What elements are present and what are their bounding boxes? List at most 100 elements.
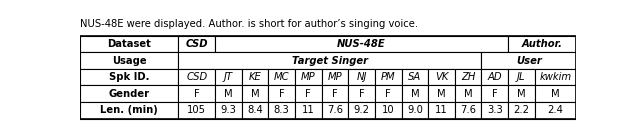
Bar (481, 69, 508, 85)
Text: M: M (251, 89, 259, 99)
Text: KE: KE (248, 72, 262, 82)
Text: 3.3: 3.3 (487, 105, 502, 115)
Bar (179, 85, 215, 102)
Bar (455, 102, 481, 119)
Text: Dataset: Dataset (108, 39, 151, 49)
Text: 8.4: 8.4 (247, 105, 263, 115)
Bar (535, 102, 576, 119)
Bar (215, 36, 508, 52)
Text: 11: 11 (435, 105, 448, 115)
Bar (268, 85, 295, 102)
Text: MC: MC (274, 72, 289, 82)
Text: Author.: Author. (522, 39, 563, 49)
Text: ZH: ZH (461, 72, 476, 82)
Bar (215, 102, 242, 119)
Bar (455, 69, 481, 85)
Text: 11: 11 (302, 105, 315, 115)
Bar (535, 69, 576, 85)
Bar (428, 102, 455, 119)
Text: F: F (305, 89, 311, 99)
Text: CSD: CSD (186, 39, 208, 49)
Text: NUS-48E were displayed. Author. is short for author’s singing voice.: NUS-48E were displayed. Author. is short… (80, 19, 418, 29)
Bar (348, 69, 375, 85)
Bar (80, 85, 179, 102)
Text: M: M (411, 89, 419, 99)
Bar (428, 85, 455, 102)
Text: User: User (516, 56, 541, 66)
Text: F: F (385, 89, 391, 99)
Bar (348, 85, 375, 102)
Bar (179, 69, 215, 85)
Bar (80, 36, 179, 52)
Bar (481, 85, 508, 102)
Bar (242, 69, 268, 85)
Bar (242, 85, 268, 102)
Bar (215, 69, 242, 85)
Text: Spk ID.: Spk ID. (109, 72, 149, 82)
Text: 8.3: 8.3 (274, 105, 289, 115)
Text: PM: PM (381, 72, 396, 82)
Bar (268, 102, 295, 119)
Bar (80, 69, 179, 85)
Text: 9.3: 9.3 (221, 105, 236, 115)
Bar (348, 102, 375, 119)
Bar (508, 85, 535, 102)
Text: Usage: Usage (112, 56, 147, 66)
Bar (80, 36, 576, 119)
Text: 7.6: 7.6 (460, 105, 476, 115)
Bar (179, 52, 481, 69)
Bar (242, 102, 268, 119)
Text: F: F (279, 89, 285, 99)
Text: F: F (359, 89, 365, 99)
Bar (481, 52, 576, 69)
Text: NUS-48E: NUS-48E (337, 39, 386, 49)
Text: F: F (194, 89, 200, 99)
Text: Gender: Gender (109, 89, 150, 99)
Bar (179, 36, 215, 52)
Bar (481, 102, 508, 119)
Bar (375, 85, 401, 102)
Text: M: M (551, 89, 560, 99)
Text: 9.2: 9.2 (354, 105, 370, 115)
Text: 2.4: 2.4 (547, 105, 563, 115)
Bar (295, 85, 322, 102)
Text: 7.6: 7.6 (327, 105, 343, 115)
Text: Len. (min): Len. (min) (100, 105, 158, 115)
Bar (268, 69, 295, 85)
Text: 10: 10 (382, 105, 395, 115)
Text: SA: SA (408, 72, 422, 82)
Bar (508, 102, 535, 119)
Bar (322, 69, 348, 85)
Text: 9.0: 9.0 (407, 105, 423, 115)
Text: F: F (492, 89, 498, 99)
Bar (401, 69, 428, 85)
Text: MP: MP (328, 72, 342, 82)
Bar (80, 52, 179, 69)
Text: 105: 105 (188, 105, 206, 115)
Bar (295, 102, 322, 119)
Bar (508, 36, 576, 52)
Bar (428, 69, 455, 85)
Bar (322, 85, 348, 102)
Text: MP: MP (301, 72, 316, 82)
Bar (179, 102, 215, 119)
Text: CSD: CSD (186, 72, 207, 82)
Bar (535, 85, 576, 102)
Bar (375, 102, 401, 119)
Text: M: M (224, 89, 233, 99)
Bar (80, 102, 179, 119)
Text: NJ: NJ (356, 72, 367, 82)
Text: M: M (517, 89, 526, 99)
Bar (295, 69, 322, 85)
Text: JL: JL (517, 72, 526, 82)
Bar (215, 85, 242, 102)
Bar (322, 102, 348, 119)
Text: M: M (437, 89, 446, 99)
Bar (401, 85, 428, 102)
Text: VK: VK (435, 72, 448, 82)
Text: JT: JT (224, 72, 233, 82)
Text: 2.2: 2.2 (513, 105, 529, 115)
Text: M: M (464, 89, 472, 99)
Bar (375, 69, 401, 85)
Bar (401, 102, 428, 119)
